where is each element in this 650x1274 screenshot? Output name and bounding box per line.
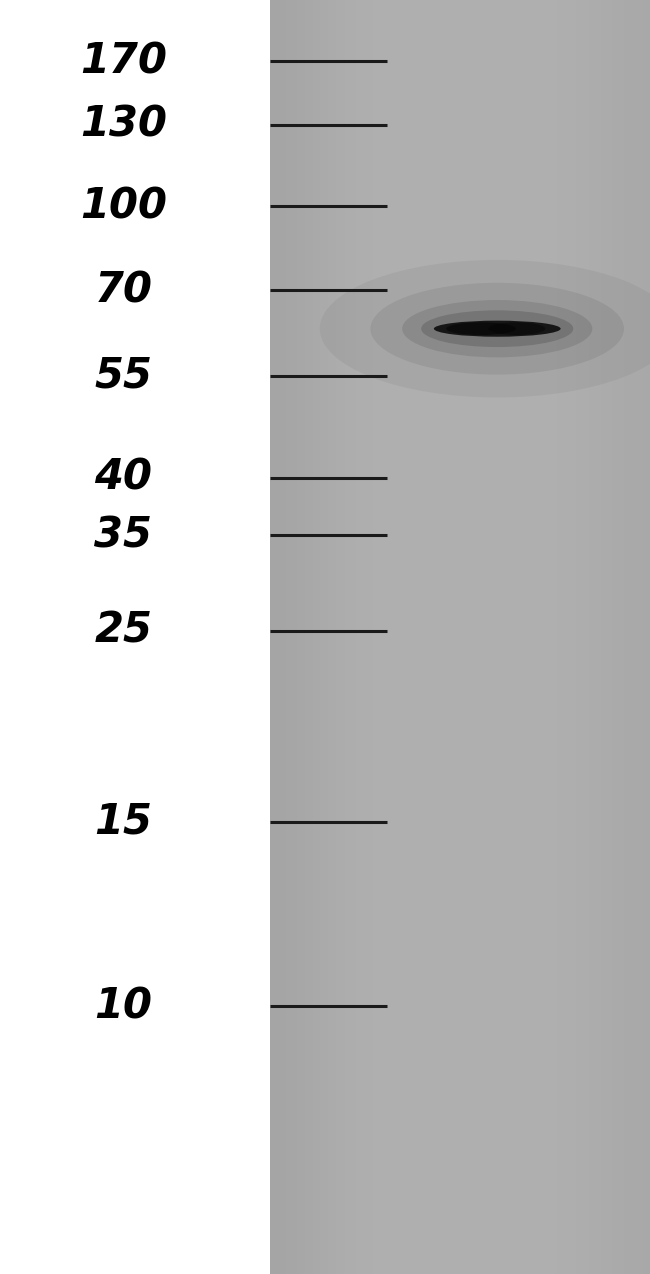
Text: 100: 100 — [80, 186, 167, 227]
Text: 130: 130 — [80, 104, 167, 145]
Text: 40: 40 — [94, 457, 153, 498]
Ellipse shape — [488, 322, 545, 335]
Text: 70: 70 — [94, 270, 153, 311]
Ellipse shape — [370, 283, 624, 375]
Text: 15: 15 — [94, 801, 153, 842]
Text: 55: 55 — [94, 355, 153, 396]
Ellipse shape — [421, 311, 573, 347]
Text: 10: 10 — [94, 986, 153, 1027]
Text: 170: 170 — [80, 41, 167, 82]
Ellipse shape — [320, 260, 650, 397]
Ellipse shape — [446, 322, 516, 335]
Ellipse shape — [402, 301, 592, 357]
Text: 35: 35 — [94, 515, 153, 555]
Ellipse shape — [434, 321, 560, 336]
Bar — [270, 0, 650, 1274]
Text: 25: 25 — [94, 610, 153, 651]
